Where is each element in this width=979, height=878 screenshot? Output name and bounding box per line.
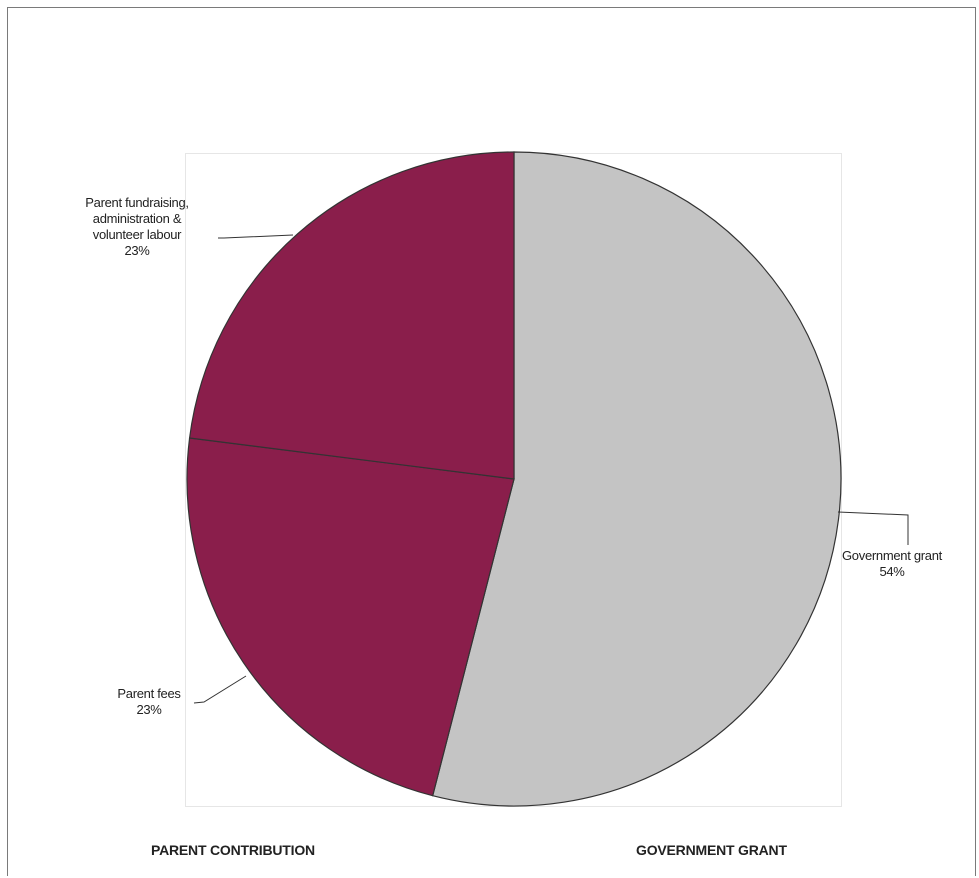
leader-line-parent-fees bbox=[193, 675, 247, 704]
slice-label-parent-fees: Parent fees 23% bbox=[117, 686, 181, 717]
leader-line-parent-fundraising bbox=[218, 234, 294, 239]
slice-label-line: 54% bbox=[879, 564, 905, 579]
pie-slice-government-grant bbox=[431, 151, 842, 807]
slice-label-line: Parent fees bbox=[117, 686, 181, 701]
slice-label-line: Parent fundraising, bbox=[85, 195, 188, 210]
pie-slice-parent-fundraising bbox=[188, 151, 515, 480]
slice-label-line: administration & bbox=[93, 211, 182, 226]
slice-label-line: volunteer labour bbox=[93, 227, 182, 242]
parent-contribution-label: PARENT CONTRIBUTION bbox=[151, 842, 315, 858]
slice-label-line: 23% bbox=[136, 702, 162, 717]
slice-label-line: Government grant bbox=[842, 548, 943, 563]
government-grant-label: GOVERNMENT GRANT bbox=[636, 842, 787, 858]
leader-line-government-grant bbox=[837, 511, 909, 545]
slice-label-government-grant: Government grant 54% bbox=[842, 548, 943, 579]
slice-label-line: 23% bbox=[124, 243, 150, 258]
slice-label-parent-fundraising: Parent fundraising, administration & volun… bbox=[85, 195, 188, 258]
pie-slice-parent-fees bbox=[186, 437, 515, 797]
